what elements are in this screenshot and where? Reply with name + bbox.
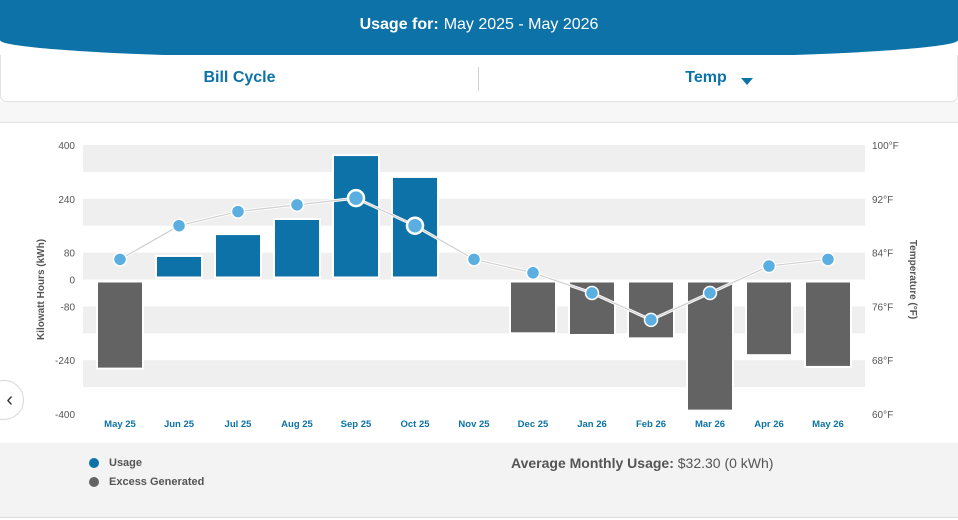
y-tick-label: 80 <box>64 249 76 260</box>
x-tick-label: Sep 25 <box>341 419 372 430</box>
temperature-point <box>230 204 246 219</box>
excess-bar <box>745 280 793 357</box>
temperature-point <box>171 218 187 233</box>
average-monthly-usage: Average Monthly Usage: $32.30 (0 kWh) <box>511 455 773 471</box>
usage-date-range: May 2025 - May 2026 <box>443 16 599 33</box>
grid-band <box>83 145 865 172</box>
y2-tick-label: 100°F <box>872 141 899 152</box>
excess-bar <box>509 280 557 335</box>
y2-tick-label: 84°F <box>872 249 893 260</box>
y2-axis-title: Temperature (°F) <box>907 240 918 319</box>
average-usage-value: $32.30 (0 kWh) <box>677 455 774 471</box>
excess-bar <box>450 280 498 284</box>
usage-header-label: Usage for: <box>359 16 439 33</box>
x-tick-label: Feb 26 <box>636 419 666 430</box>
excess-bar <box>96 280 144 370</box>
section-gap <box>0 102 958 122</box>
y2-tick-label: 76°F <box>872 302 893 313</box>
y2-tick-label: 60°F <box>872 410 893 421</box>
legend-excess-label: Excess Generated <box>109 476 205 488</box>
bill-cycle-label: Bill Cycle <box>203 69 276 86</box>
x-tick-label: May 25 <box>104 419 136 430</box>
temperature-point <box>112 252 128 267</box>
legend-excess: Excess Generated <box>89 476 204 488</box>
legend-usage-label: Usage <box>109 457 143 469</box>
temperature-point <box>702 285 718 301</box>
grid-band <box>83 360 865 388</box>
y-axis-title: Kilowatt Hours (kWh) <box>36 239 47 340</box>
usage-bar <box>273 217 321 279</box>
grid-band <box>83 198 865 226</box>
x-tick-label: Jun 25 <box>164 419 195 430</box>
temp-label: Temp <box>685 69 727 86</box>
view-selector-row: Bill Cycle Temp <box>0 55 958 102</box>
x-tick-label: Oct 25 <box>400 419 430 430</box>
chart-footer: Usage Excess Generated Average Monthly U… <box>0 443 958 518</box>
temperature-point <box>820 252 836 267</box>
temperature-point <box>405 216 425 235</box>
temperature-point <box>346 188 366 208</box>
y-tick-label: -400 <box>55 410 75 421</box>
grid-band <box>83 306 865 334</box>
caret-down-icon <box>740 77 753 85</box>
y2-tick-label: 68°F <box>872 356 893 367</box>
y2-tick-label: 92°F <box>872 195 893 206</box>
y-tick-label: -80 <box>61 302 76 313</box>
excess-dot-icon <box>89 477 99 487</box>
x-tick-label: May 26 <box>812 419 844 430</box>
temperature-point <box>466 252 482 267</box>
temperature-point <box>584 285 600 301</box>
bill-cycle-tab[interactable]: Bill Cycle <box>1 55 478 101</box>
legend-usage: Usage <box>89 457 142 469</box>
usage-header-banner: Usage for: May 2025 - May 2026 <box>0 0 958 60</box>
temperature-point <box>289 197 305 213</box>
y-tick-label: 0 <box>69 276 75 287</box>
usage-bar <box>214 233 262 279</box>
selector-divider <box>478 67 479 91</box>
x-tick-label: Jan 26 <box>577 419 607 430</box>
x-tick-label: Mar 26 <box>695 419 725 430</box>
usage-dot-icon <box>89 458 99 468</box>
excess-bar <box>627 280 675 340</box>
temperature-point <box>643 312 659 328</box>
temperature-point <box>525 265 541 281</box>
x-tick-label: Nov 25 <box>458 419 490 430</box>
x-tick-label: Dec 25 <box>518 419 549 430</box>
temp-dropdown[interactable]: Temp <box>479 55 958 101</box>
y-tick-label: 400 <box>58 141 75 152</box>
chevron-left-icon: ‹ <box>6 388 13 411</box>
usage-bar <box>332 154 380 279</box>
temperature-point <box>761 258 777 274</box>
x-tick-label: Jul 25 <box>225 419 253 430</box>
excess-bar <box>804 280 852 368</box>
excess-bar <box>686 280 734 412</box>
usage-bar <box>155 254 203 279</box>
y-tick-label: -240 <box>55 356 75 367</box>
average-usage-label: Average Monthly Usage: <box>511 455 674 471</box>
usage-chart: 400 240 80 0 -80 -240 -400 100°F 92°F 84°F 76°F 68°… <box>36 141 918 430</box>
x-tick-label: Apr 26 <box>754 419 784 430</box>
x-tick-label: Aug 25 <box>281 419 313 430</box>
y-tick-label: 240 <box>58 195 75 206</box>
